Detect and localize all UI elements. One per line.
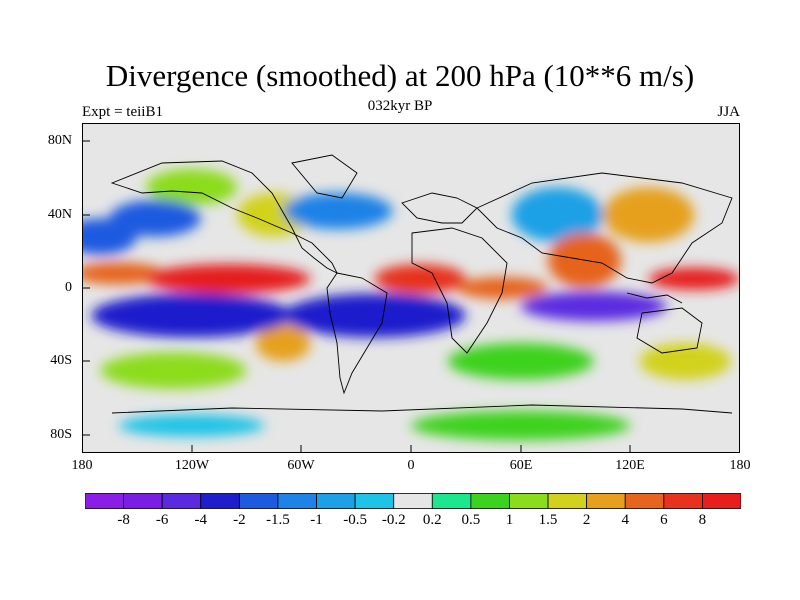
- divergence-region: [145, 264, 311, 294]
- x-ticks: [82, 445, 740, 453]
- colorbar-label: -4: [194, 512, 208, 528]
- experiment-label: Expt = teiiB1: [82, 104, 163, 120]
- divergence-region: [146, 168, 238, 206]
- colorbar: [85, 493, 741, 509]
- colorbar-label: -2: [233, 512, 246, 528]
- colorbar-box: [200, 493, 240, 509]
- colorbar-box: [547, 493, 588, 509]
- divergence-region: [411, 410, 631, 441]
- x-tick-label: 60W: [287, 458, 315, 473]
- divergence-region: [520, 291, 667, 321]
- colorbar-box: [509, 493, 549, 509]
- x-tick-label: 120E: [615, 458, 645, 473]
- colorbar-box: [354, 493, 395, 509]
- y-tick-label: 80N: [47, 133, 72, 148]
- colorbar-box: [586, 493, 626, 509]
- divergence-region: [447, 343, 594, 380]
- colorbar-box: [393, 493, 433, 509]
- colorbar-label: 4: [621, 512, 629, 528]
- x-tick-label: 60E: [509, 458, 533, 473]
- plot-subtitle: 032kyr BP: [367, 98, 433, 114]
- divergence-region: [255, 324, 311, 362]
- divergence-region: [91, 293, 293, 338]
- colorbar-label: 1: [505, 512, 514, 528]
- colorbar-box: [277, 493, 317, 509]
- colorbar-label: -8: [117, 512, 130, 528]
- divergence-region: [374, 264, 466, 294]
- colorbar-box: [663, 493, 703, 509]
- x-tick-label: 180: [71, 458, 93, 473]
- colorbar-box: [123, 493, 163, 509]
- y-tick-label: 0: [65, 280, 72, 295]
- divergence-region: [118, 414, 265, 437]
- y-ticks: [82, 140, 90, 436]
- divergence-region: [283, 293, 466, 338]
- colorbar-label: 6: [660, 512, 668, 528]
- colorbar-label: -6: [155, 512, 169, 528]
- colorbar-label: -0.5: [343, 512, 367, 528]
- divergence-region: [109, 200, 201, 237]
- divergence-region: [602, 187, 695, 243]
- x-tick-label: 0: [407, 458, 415, 473]
- colorbar-box: [85, 493, 124, 509]
- colorbar-label: 2: [582, 512, 591, 528]
- colorbar-box: [161, 493, 202, 509]
- colorbar-label: -1: [310, 512, 323, 528]
- divergence-region: [82, 262, 165, 285]
- divergence-region: [639, 343, 731, 380]
- continent-outlines: [110, 154, 733, 414]
- colorbar-box: [702, 493, 741, 509]
- colorbar-label: 0.2: [422, 512, 442, 528]
- colorbar-box: [431, 493, 472, 509]
- y-tick-label: 40N: [47, 207, 72, 222]
- colorbar-label: -0.2: [381, 512, 406, 528]
- divergence-region: [283, 192, 393, 230]
- x-tick-label: 120W: [174, 458, 210, 473]
- colorbar-box: [316, 493, 356, 509]
- divergence-region: [511, 187, 603, 243]
- y-tick-label: 40S: [50, 353, 72, 368]
- colorbar-label: 8: [698, 512, 707, 528]
- season-label: JJA: [717, 104, 740, 120]
- colorbar-box: [470, 493, 510, 509]
- colorbar-label: -1.5: [266, 512, 290, 528]
- x-tick-label: 180: [729, 458, 751, 473]
- colorbar-label: 1.5: [538, 512, 558, 528]
- colorbar-box: [238, 493, 279, 509]
- plot-title: Divergence (smoothed) at 200 hPa (10**6 …: [105, 58, 695, 93]
- y-tick-label: 80S: [50, 427, 72, 442]
- divergence-region: [648, 267, 740, 290]
- colorbar-label: 0.5: [461, 512, 481, 528]
- divergence-map: [82, 123, 740, 453]
- divergence-region: [100, 352, 247, 389]
- colorbar-box: [624, 493, 665, 509]
